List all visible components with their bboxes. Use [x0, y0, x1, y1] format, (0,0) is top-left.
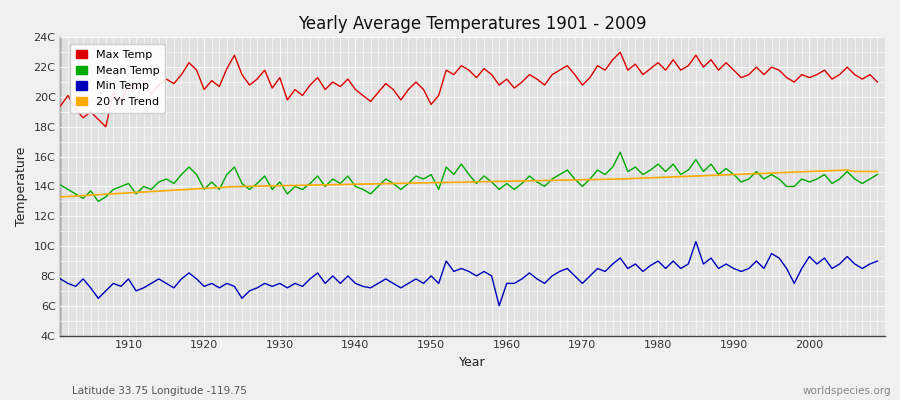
- Bar: [60, 306, 885, 336]
- Text: Latitude 33.75 Longitude -119.75: Latitude 33.75 Longitude -119.75: [72, 386, 247, 396]
- Bar: [60, 157, 885, 186]
- Bar: [60, 216, 885, 246]
- Bar: [60, 37, 885, 67]
- X-axis label: Year: Year: [459, 356, 486, 369]
- Bar: [60, 127, 885, 157]
- Bar: [60, 67, 885, 97]
- Title: Yearly Average Temperatures 1901 - 2009: Yearly Average Temperatures 1901 - 2009: [299, 15, 647, 33]
- Bar: [60, 97, 885, 127]
- Text: worldspecies.org: worldspecies.org: [803, 386, 891, 396]
- Bar: [60, 276, 885, 306]
- Bar: [60, 186, 885, 216]
- Bar: [60, 246, 885, 276]
- Y-axis label: Temperature: Temperature: [15, 147, 28, 226]
- Legend: Max Temp, Mean Temp, Min Temp, 20 Yr Trend: Max Temp, Mean Temp, Min Temp, 20 Yr Tre…: [70, 44, 165, 113]
